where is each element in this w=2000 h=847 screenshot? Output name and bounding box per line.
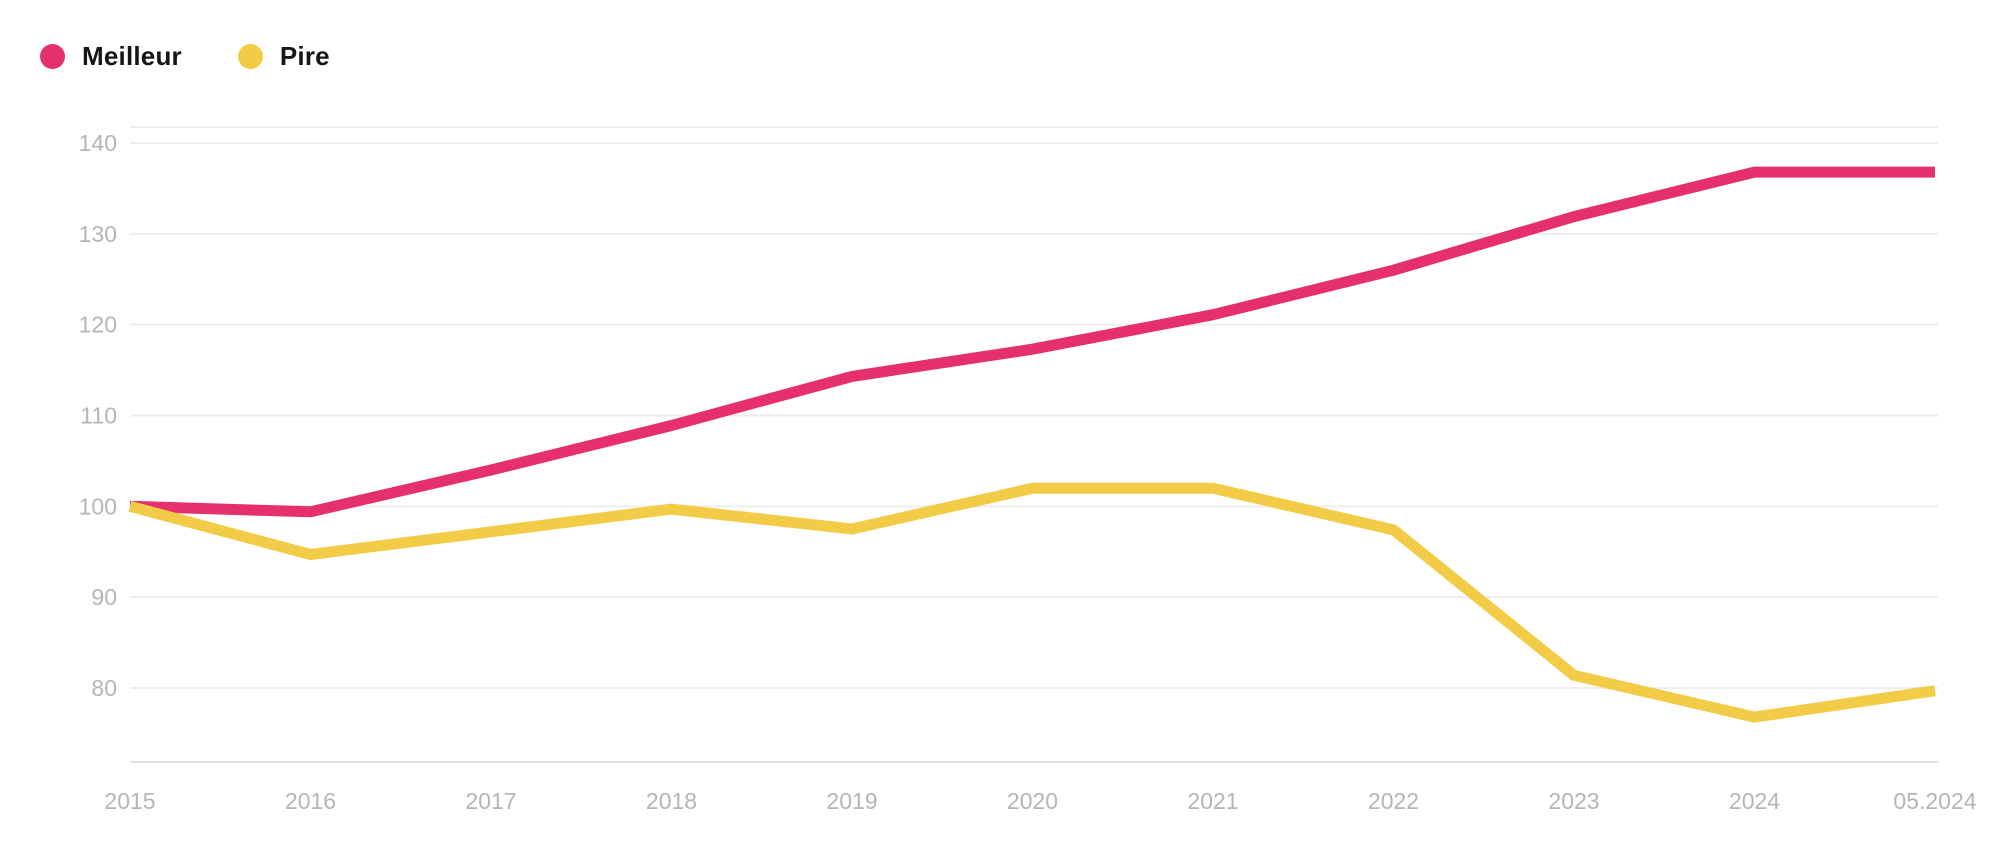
x-tick-label: 2024 bbox=[1729, 788, 1780, 814]
legend-item-meilleur[interactable]: Meilleur bbox=[40, 41, 182, 72]
x-tick-label: 2021 bbox=[1187, 788, 1238, 814]
x-tick-label: 2020 bbox=[1007, 788, 1058, 814]
legend-label-pire: Pire bbox=[279, 41, 330, 71]
x-tick-label: 2018 bbox=[646, 788, 697, 814]
x-tick-label: 05.2024 bbox=[1893, 788, 1976, 814]
x-tick-label: 2015 bbox=[104, 788, 155, 814]
chart-legend: Meilleur Pire bbox=[40, 41, 330, 72]
y-tick-label: 130 bbox=[79, 221, 117, 247]
y-tick-label: 100 bbox=[79, 493, 117, 519]
legend-item-pire[interactable]: Pire bbox=[237, 41, 330, 72]
x-tick-label: 2017 bbox=[465, 788, 516, 814]
y-tick-label: 120 bbox=[79, 312, 117, 338]
y-tick-label: 80 bbox=[91, 675, 117, 701]
series-line-meilleur[interactable] bbox=[129, 166, 1935, 518]
legend-label-meilleur: Meilleur bbox=[82, 41, 182, 71]
x-tick-label: 2016 bbox=[285, 788, 336, 814]
x-tick-label: 2023 bbox=[1548, 788, 1599, 814]
y-tick-label: 90 bbox=[91, 584, 117, 610]
x-tick-label: 2022 bbox=[1368, 788, 1419, 814]
legend-swatch-pire-icon bbox=[237, 44, 263, 69]
series-line-pire[interactable] bbox=[128, 482, 1936, 723]
y-tick-label: 140 bbox=[79, 130, 117, 156]
x-tick-label: 2019 bbox=[826, 788, 877, 814]
y-tick-label: 110 bbox=[80, 403, 117, 429]
legend-swatch-meilleur-icon bbox=[40, 44, 65, 69]
